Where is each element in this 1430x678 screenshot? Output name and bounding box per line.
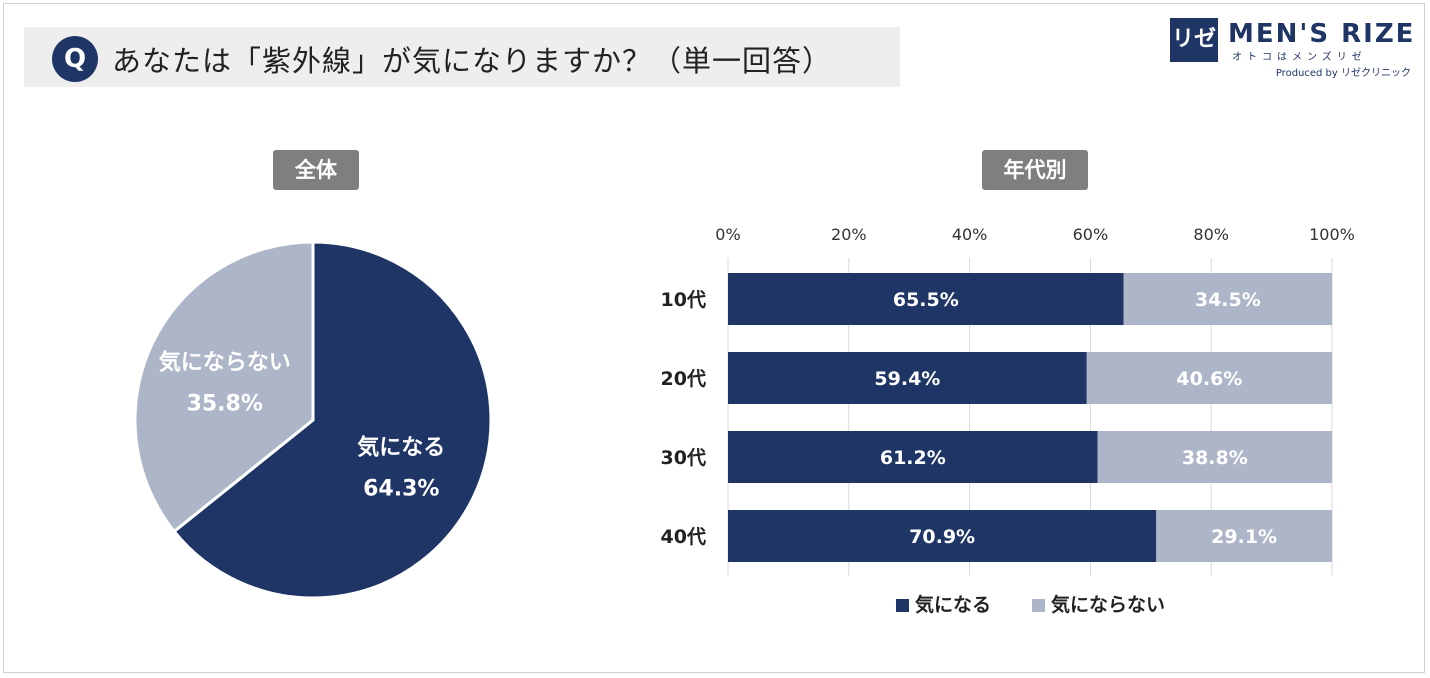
pie-slice-label: 64.3% bbox=[363, 476, 439, 501]
x-tick-label: 100% bbox=[1309, 225, 1355, 244]
x-tick-label: 40% bbox=[952, 225, 988, 244]
x-tick-label: 60% bbox=[1073, 225, 1109, 244]
bar-segment bbox=[1123, 273, 1332, 325]
logo-mark: リゼ bbox=[1170, 18, 1218, 62]
section-label-by-age: 年代別 bbox=[982, 150, 1088, 190]
bar-value-label: 40.6% bbox=[1176, 368, 1242, 390]
legend-swatch bbox=[1032, 599, 1045, 612]
category-label: 20代 bbox=[661, 368, 706, 390]
pie-slice-2 bbox=[133, 240, 315, 534]
bar-value-label: 59.4% bbox=[874, 368, 940, 390]
section-label-overall: 全体 bbox=[273, 150, 359, 190]
bar-value-label: 65.5% bbox=[893, 289, 959, 311]
bar-segment bbox=[1086, 352, 1332, 404]
bar-segment bbox=[728, 510, 1157, 562]
brand-logo: リゼ MEN'S RIZE オトコはメンズリゼ Produced by リゼクリ… bbox=[1170, 18, 1416, 79]
x-tick-label: 20% bbox=[831, 225, 867, 244]
x-tick-label: 0% bbox=[715, 225, 740, 244]
legend-label: 気になる bbox=[915, 593, 991, 616]
pie-slice-name: 気になる bbox=[357, 434, 445, 460]
stacked-bar-chart: 0% 20% 40% 60% 80% 100% 10代 65.5% 34.5% 20代 59.4% 4… bbox=[661, 225, 1355, 616]
logo-tagline: オトコはメンズリゼ bbox=[1232, 52, 1367, 63]
bar-value-label: 70.9% bbox=[909, 526, 975, 548]
category-label: 10代 bbox=[661, 289, 706, 311]
category-label: 30代 bbox=[661, 447, 706, 469]
bar-segment bbox=[728, 431, 1098, 483]
pie-slice-name: 気にならない bbox=[159, 350, 291, 376]
category-label: 40代 bbox=[661, 526, 706, 548]
pie-slice-label: 35.8% bbox=[187, 392, 263, 417]
logo-produced: Produced by リゼクリニック bbox=[1275, 68, 1411, 79]
question-banner bbox=[24, 27, 900, 87]
bar-segment bbox=[728, 352, 1087, 404]
bar-value-label: 34.5% bbox=[1195, 289, 1261, 311]
bar-segment bbox=[728, 273, 1124, 325]
x-tick-label: 80% bbox=[1193, 225, 1229, 244]
legend-swatch bbox=[896, 599, 909, 612]
logo-name: MEN'S RIZE bbox=[1228, 19, 1416, 49]
pie-chart: 気になる 64.3% 気にならない 35.8% bbox=[133, 240, 493, 600]
bar-value-label: 29.1% bbox=[1211, 526, 1277, 548]
bar-segment bbox=[1156, 510, 1332, 562]
bar-segment bbox=[1097, 431, 1332, 483]
question-badge: Q bbox=[52, 36, 98, 82]
question-text: あなたは「紫外線」が気になりますか？（単一回答） bbox=[112, 44, 833, 78]
pie-slice-1 bbox=[172, 240, 493, 600]
bar-value-label: 61.2% bbox=[880, 447, 946, 469]
legend-label: 気にならない bbox=[1051, 593, 1165, 616]
bar-value-label: 38.8% bbox=[1182, 447, 1248, 469]
